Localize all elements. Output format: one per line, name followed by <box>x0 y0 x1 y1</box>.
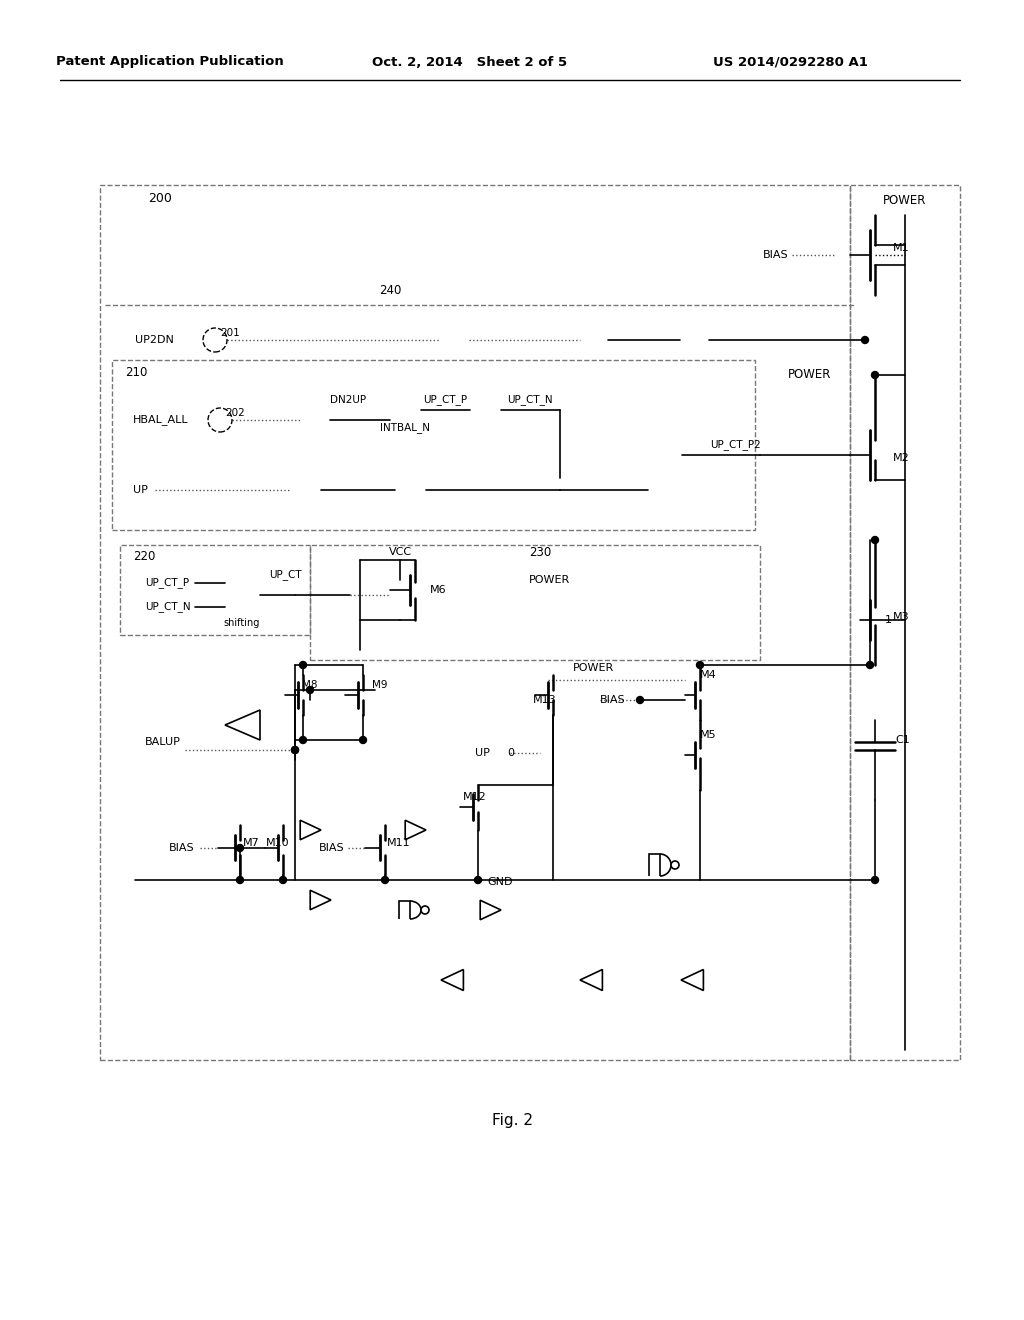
Polygon shape <box>480 900 501 920</box>
Text: 201: 201 <box>220 327 240 338</box>
Text: UP_CT_N: UP_CT_N <box>507 395 553 405</box>
Polygon shape <box>310 890 331 909</box>
Text: BIAS: BIAS <box>600 696 626 705</box>
Text: Patent Application Publication: Patent Application Publication <box>56 55 284 69</box>
Text: 220: 220 <box>133 550 156 564</box>
Text: POWER: POWER <box>572 663 613 673</box>
Text: UP: UP <box>475 748 490 758</box>
Text: shifting: shifting <box>224 618 260 628</box>
Text: M6: M6 <box>430 585 446 595</box>
Circle shape <box>359 737 367 743</box>
Bar <box>850 185 961 1060</box>
Text: BIAS: BIAS <box>169 843 195 853</box>
Text: VCC: VCC <box>388 546 412 557</box>
Text: UP_CT_P: UP_CT_P <box>423 395 467 405</box>
Text: M9: M9 <box>373 680 388 690</box>
Circle shape <box>421 906 429 913</box>
Text: M10: M10 <box>266 838 290 847</box>
Text: M5: M5 <box>700 730 717 741</box>
Polygon shape <box>225 710 260 741</box>
Text: UP2DN: UP2DN <box>135 335 174 345</box>
Text: UP_CT: UP_CT <box>268 569 301 581</box>
Polygon shape <box>580 969 602 990</box>
Text: M11: M11 <box>387 838 411 847</box>
Text: 202: 202 <box>225 408 245 418</box>
Text: 0: 0 <box>507 748 514 758</box>
Text: BIAS: BIAS <box>763 249 788 260</box>
Text: M1: M1 <box>893 243 909 253</box>
Text: UP_CT_N: UP_CT_N <box>145 602 190 612</box>
Bar <box>100 185 850 1060</box>
Bar <box>112 360 755 531</box>
Circle shape <box>671 861 679 869</box>
Text: POWER: POWER <box>884 194 927 206</box>
Polygon shape <box>441 969 464 990</box>
Text: US 2014/0292280 A1: US 2014/0292280 A1 <box>713 55 867 69</box>
Circle shape <box>280 876 287 883</box>
Text: M3: M3 <box>893 612 909 622</box>
Bar <box>120 545 310 635</box>
Circle shape <box>474 876 481 883</box>
Circle shape <box>299 737 306 743</box>
Text: BALUP: BALUP <box>145 737 181 747</box>
Circle shape <box>292 747 299 754</box>
Text: GND: GND <box>487 876 513 887</box>
Circle shape <box>871 536 879 544</box>
Circle shape <box>292 747 299 754</box>
Text: BIAS: BIAS <box>319 843 345 853</box>
Text: UP: UP <box>133 484 147 495</box>
Text: M7: M7 <box>243 838 260 847</box>
Text: Oct. 2, 2014   Sheet 2 of 5: Oct. 2, 2014 Sheet 2 of 5 <box>373 55 567 69</box>
Text: POWER: POWER <box>788 368 831 381</box>
Circle shape <box>382 876 388 883</box>
Circle shape <box>866 661 873 668</box>
Text: 230: 230 <box>528 545 551 558</box>
Text: M8: M8 <box>302 680 317 690</box>
Circle shape <box>871 876 879 883</box>
Polygon shape <box>406 820 426 840</box>
Circle shape <box>861 337 868 343</box>
Text: 1: 1 <box>885 615 892 624</box>
Circle shape <box>306 686 313 693</box>
Text: 200: 200 <box>148 191 172 205</box>
Circle shape <box>871 371 879 379</box>
Text: Fig. 2: Fig. 2 <box>492 1113 532 1127</box>
Circle shape <box>237 876 244 883</box>
Text: DN2UP: DN2UP <box>330 395 366 405</box>
Text: M2: M2 <box>893 453 909 463</box>
Text: 210: 210 <box>125 366 147 379</box>
Text: INTBAL_N: INTBAL_N <box>380 422 430 433</box>
Polygon shape <box>649 854 660 876</box>
Text: POWER: POWER <box>529 576 570 585</box>
Text: M12: M12 <box>463 792 486 803</box>
Polygon shape <box>300 820 321 840</box>
Polygon shape <box>681 969 703 990</box>
Circle shape <box>299 661 306 668</box>
Text: C1: C1 <box>895 735 909 744</box>
Polygon shape <box>399 902 410 919</box>
Circle shape <box>237 845 244 851</box>
Text: UP_CT_P2: UP_CT_P2 <box>710 440 761 450</box>
Text: 240: 240 <box>379 284 401 297</box>
Circle shape <box>696 661 703 668</box>
Text: UP_CT_P: UP_CT_P <box>145 578 189 589</box>
Text: M13: M13 <box>534 696 557 705</box>
Circle shape <box>637 697 643 704</box>
Bar <box>310 545 760 660</box>
Text: M4: M4 <box>700 671 717 680</box>
Text: HBAL_ALL: HBAL_ALL <box>133 414 188 425</box>
